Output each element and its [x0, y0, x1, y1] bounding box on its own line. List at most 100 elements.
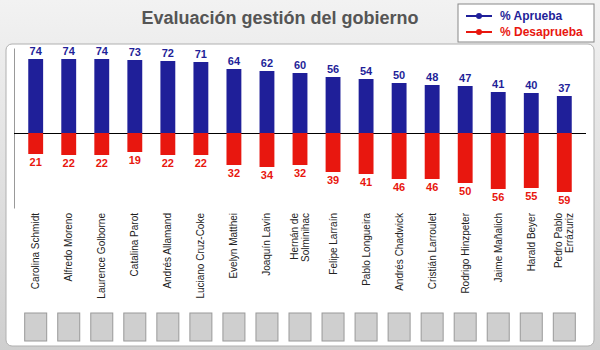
- category-label: Andrés Allamand: [162, 213, 173, 289]
- legend-box: [458, 4, 594, 42]
- title: Evaluación gestión del gobierno: [141, 8, 418, 28]
- photo-placeholder: [157, 313, 179, 341]
- photo-placeholder: [487, 313, 509, 341]
- category-label: Jaime Mañalich: [493, 213, 504, 282]
- bar: [293, 133, 308, 165]
- data-label: 39: [327, 174, 339, 186]
- data-label: 73: [129, 46, 141, 58]
- category-label-line: Solminihac: [300, 213, 311, 262]
- legend-label: % Aprueba: [500, 9, 563, 23]
- category-label-line: Cristián Larroulet: [427, 213, 438, 289]
- bar: [392, 133, 407, 179]
- photo-placeholder: [25, 313, 47, 341]
- bar: [226, 133, 241, 165]
- bar: [193, 133, 208, 155]
- category-label: Hernán deSolminihac: [289, 213, 311, 262]
- category-label-line: Evelyn Matthei: [228, 213, 239, 279]
- panel: [6, 44, 594, 346]
- category-label: Cristián Larroulet: [427, 213, 438, 289]
- photo-placeholder: [322, 313, 344, 341]
- photo-placeholder: [289, 313, 311, 341]
- bar: [28, 59, 43, 133]
- data-label: 62: [261, 57, 273, 69]
- background: [0, 0, 600, 350]
- legend: % Aprueba% Desaprueba: [458, 4, 594, 42]
- category-label-line: Harald Beyer: [526, 212, 537, 271]
- data-label: 22: [63, 157, 75, 169]
- data-label: 46: [393, 181, 405, 193]
- bar: [226, 69, 241, 133]
- legend-marker: [476, 13, 482, 19]
- bar: [127, 133, 142, 152]
- category-label-line: Rodrigo Hinzpeter: [460, 212, 471, 293]
- data-label: 55: [525, 190, 537, 202]
- photo-placeholder: [91, 313, 113, 341]
- bar: [260, 71, 275, 133]
- data-label: 56: [327, 63, 339, 75]
- bar: [326, 77, 341, 133]
- bars: [28, 59, 571, 192]
- data-label: 50: [393, 69, 405, 81]
- data-label: 72: [162, 47, 174, 59]
- photo-placeholder: [256, 313, 278, 341]
- category-label: Joaquín Lavín: [261, 213, 272, 276]
- data-label: 40: [525, 79, 537, 91]
- category-label: Luciano Cruz-Coke: [195, 213, 206, 299]
- category-label-line: Catalina Parot: [129, 213, 140, 277]
- bar: [61, 133, 76, 155]
- data-label: 41: [492, 78, 504, 90]
- photo-placeholder: [124, 313, 146, 341]
- y-axis: [14, 49, 586, 134]
- bar: [160, 133, 175, 155]
- data-label: 71: [195, 48, 207, 60]
- bar: [557, 96, 572, 133]
- data-label: 37: [558, 82, 570, 94]
- data-label: 60: [294, 59, 306, 71]
- category-label-line: Hernán de: [289, 213, 300, 260]
- data-label: 34: [261, 169, 274, 181]
- data-label: 19: [129, 154, 141, 166]
- category-label: Pedro PabloErrázuriz: [553, 213, 575, 268]
- category-label: Felipe Larraín: [328, 213, 339, 275]
- category-label-line: Carolina Schmidt: [30, 213, 41, 289]
- bar: [458, 86, 473, 133]
- bar: [557, 133, 572, 192]
- bar: [359, 133, 374, 174]
- data-label: 46: [426, 181, 438, 193]
- data-label: 22: [96, 157, 108, 169]
- bar: [359, 79, 374, 133]
- bar: [326, 133, 341, 172]
- photo-placeholder: [58, 313, 80, 341]
- data-label: 21: [30, 156, 42, 168]
- category-label-line: Luciano Cruz-Coke: [195, 213, 206, 299]
- category-label: Andrés Chadwick: [394, 212, 405, 291]
- data-label: 22: [162, 157, 174, 169]
- data-label: 56: [492, 191, 504, 203]
- category-label: Harald Beyer: [526, 212, 537, 271]
- category-label-line: Andrés Allamand: [162, 213, 173, 289]
- category-label: Rodrigo Hinzpeter: [460, 212, 471, 293]
- bar: [458, 133, 473, 183]
- y-axis-line: [14, 49, 15, 134]
- category-label-line: Alfredo Moreno: [63, 213, 74, 282]
- category-label: Evelyn Matthei: [228, 213, 239, 279]
- bar: [425, 133, 440, 179]
- photo-placeholder: [520, 313, 542, 341]
- bar: [160, 61, 175, 133]
- bar: [127, 60, 142, 133]
- category-label-line: Andrés Chadwick: [394, 212, 405, 291]
- chart-container: Evaluación gestión del gobierno747474737…: [0, 0, 600, 350]
- bar: [425, 85, 440, 133]
- bar: [491, 133, 506, 189]
- bar: [392, 83, 407, 133]
- category-label-line: Felipe Larraín: [328, 213, 339, 275]
- data-label: 41: [360, 176, 372, 188]
- photo-placeholder: [223, 313, 245, 341]
- data-label: 74: [96, 45, 109, 57]
- data-label: 48: [426, 71, 438, 83]
- bar: [94, 59, 109, 133]
- category-label: Alfredo Moreno: [63, 213, 74, 282]
- data-label: 59: [558, 194, 570, 206]
- photo-placeholder: [454, 313, 476, 341]
- bar: [260, 133, 275, 167]
